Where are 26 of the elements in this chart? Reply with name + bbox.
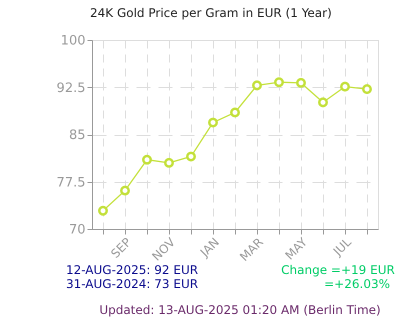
x-tick-label: JUL — [330, 234, 354, 260]
y-tick-label: 100 — [60, 34, 86, 48]
point — [318, 97, 328, 108]
point — [98, 206, 108, 216]
point — [208, 118, 218, 128]
point — [340, 82, 350, 92]
y-tick-label: 92.5 — [56, 80, 86, 96]
point — [164, 158, 174, 168]
point — [296, 78, 306, 88]
text: =+26.03% — [324, 277, 390, 291]
point — [274, 77, 284, 88]
y-tick-label: 85 — [68, 128, 86, 143]
y-tick-label: 77.5 — [56, 175, 86, 190]
point — [230, 108, 240, 118]
y-tick-label: 70 — [68, 222, 86, 238]
chart-title: 24K Gold Price per Gram in EUR (1 Year) — [90, 6, 332, 20]
x-tick-label: SEP — [108, 235, 134, 261]
text: Change =+19 EUR — [281, 263, 395, 277]
text: Updated: 13-AUG-2025 01:20 AM (Berlin Time) — [99, 303, 381, 317]
text: 12-AUG-2025: 92 EUR — [66, 263, 198, 277]
point — [186, 152, 196, 162]
text: 31-AUG-2024: 73 EUR — [66, 277, 198, 291]
point — [362, 84, 372, 94]
point — [142, 154, 152, 165]
point — [120, 186, 130, 196]
point — [252, 80, 262, 90]
